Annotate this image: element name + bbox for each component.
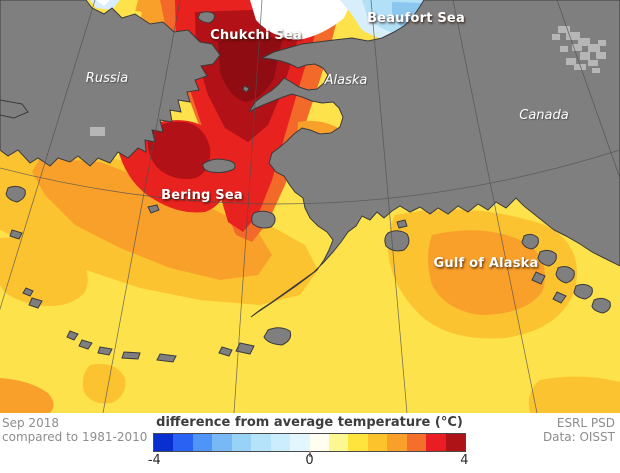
colorbar-segment — [387, 434, 407, 451]
colorbar-segment — [251, 434, 271, 451]
colorbar-segment — [212, 434, 232, 451]
credit-org: ESRL PSD — [556, 416, 615, 430]
colorbar-segment — [328, 434, 349, 451]
tick-max: 4 — [460, 453, 469, 468]
baseline-text: compared to 1981-2010 — [2, 430, 148, 444]
credit-data: Data: OISST — [542, 430, 615, 444]
label-russia: Russia — [85, 71, 129, 86]
colorbar-segment — [445, 434, 465, 451]
source-caption: ESRL PSD Data: OISST — [543, 416, 615, 444]
date-caption: Sep 2018 compared to 1981-2010 — [2, 416, 147, 444]
colorbar-segment — [290, 434, 310, 451]
tick-min: -4 — [147, 453, 161, 468]
label-chukchi-sea: Chukchi Sea — [210, 28, 302, 43]
graticule-lines — [0, 0, 620, 413]
colorbar-segment — [192, 434, 213, 451]
colorbar-zero-tick — [308, 451, 311, 457]
label-alaska: Alaska — [324, 73, 368, 88]
colorbar-ticks: -4 0 4 — [148, 453, 469, 471]
sea-anomaly-darkest-red — [218, 35, 282, 102]
label-bering-sea: Bering Sea — [161, 188, 243, 203]
colorbar-segment — [154, 434, 174, 451]
colorbar-segment — [367, 434, 388, 451]
land-russia — [0, 0, 221, 240]
land-alaska-canada — [248, 0, 620, 318]
colorbar-segment — [270, 434, 291, 451]
colorbar-legend: difference from average temperature (°C)… — [148, 415, 469, 471]
colorbar-segment — [426, 434, 446, 451]
period-text: Sep 2018 — [2, 416, 59, 430]
map-canvas — [0, 0, 620, 413]
label-beaufort-sea: Beaufort Sea — [367, 11, 465, 26]
islands — [22, 11, 611, 363]
colorbar-segment — [348, 434, 368, 451]
legend-footer: Sep 2018 compared to 1981-2010 differenc… — [0, 413, 620, 473]
anomaly-map: Chukchi Sea Beaufort Sea Bering Sea Gulf… — [0, 0, 620, 413]
colorbar-segment — [406, 434, 427, 451]
label-gulf-of-alaska: Gulf of Alaska — [433, 256, 539, 271]
arctic-archipelago — [552, 26, 606, 73]
colorbar-title: difference from average temperature (°C) — [156, 415, 463, 430]
tick-zero: 0 — [305, 453, 314, 468]
colorbar — [153, 433, 466, 452]
colorbar-segment — [309, 434, 329, 451]
colorbar-segment — [173, 434, 193, 451]
label-canada: Canada — [519, 108, 569, 123]
colorbar-segment — [231, 434, 252, 451]
